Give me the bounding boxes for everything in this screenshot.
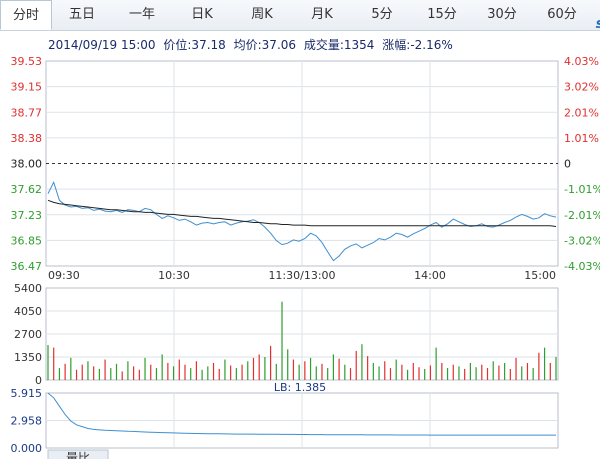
volume-tick-label: 1350 — [14, 351, 42, 364]
price-tick-label: 38.77 — [11, 106, 43, 119]
quote-datetime: 2014/09/19 15:00 — [48, 38, 156, 52]
period-tab-bar: 分时 五日 一年 日K 周K 月K 5分 15分 30分 60分 — [0, 0, 600, 31]
price-tick-label: 36.47 — [11, 260, 43, 273]
volume-tick-label: 5400 — [14, 282, 42, 295]
volume-tick-label: 2700 — [14, 328, 42, 341]
pct-tick-label: 3.02% — [564, 81, 599, 94]
volume-tick-label: 0 — [35, 374, 42, 387]
ratio-tick-label: 5.915 — [11, 387, 43, 400]
tab-0[interactable]: 分时 — [0, 0, 52, 30]
time-tick-label: 14:00 — [414, 269, 446, 282]
pct-tick-label: 4.03% — [564, 55, 599, 68]
price-tick-label: 37.62 — [11, 183, 43, 196]
ratio-tick-label: 0.000 — [11, 442, 43, 455]
pct-tick-label: -2.01% — [564, 209, 600, 222]
quote-change: 涨幅:-2.16% — [382, 38, 453, 52]
time-tick-label: 09:30 — [48, 269, 80, 282]
ratio-tick-label: 2.958 — [11, 415, 43, 428]
price-tick-label: 39.15 — [11, 81, 43, 94]
price-tick-label: 38.38 — [11, 132, 43, 145]
tab-4[interactable]: 周K — [251, 7, 273, 22]
bottom-tab-bg — [47, 449, 109, 459]
quote-price: 价位:37.18 — [163, 38, 226, 52]
tab-7[interactable]: 15分 — [427, 7, 457, 22]
time-tick-label: 15:00 — [524, 269, 556, 282]
pct-tick-label: -4.03% — [564, 260, 600, 273]
price-tick-label: 38.00 — [11, 158, 43, 171]
tab-6[interactable]: 5分 — [371, 7, 393, 22]
quote-avg-price: 均价:37.06 — [233, 38, 297, 52]
price-line — [47, 180, 557, 262]
pct-tick-label: -1.01% — [564, 183, 600, 196]
tab-3[interactable]: 日K — [191, 7, 213, 22]
tab-1[interactable]: 五日 — [68, 7, 95, 22]
price-tick-label: 37.23 — [11, 209, 43, 222]
pct-tick-label: 2.01% — [564, 106, 599, 119]
brand-logo: s — [596, 16, 600, 32]
pct-tick-label: 0 — [564, 158, 571, 171]
pct-tick-label: 1.01% — [564, 132, 599, 145]
price-tick-label: 36.85 — [11, 234, 43, 247]
ratio-title: LB: 1.385 — [274, 381, 326, 394]
quote-info-bar: 2014/09/19 15:00 价位:37.18 均价:37.06 成交量:1… — [48, 36, 457, 53]
bottom-tab-label: 量比 — [66, 451, 90, 459]
quote-volume: 成交量:1354 — [303, 38, 375, 52]
tab-2[interactable]: 一年 — [128, 7, 155, 22]
time-tick-label: 10:30 — [158, 269, 190, 282]
volume-tick-label: 4050 — [14, 305, 42, 318]
tab-5[interactable]: 月K — [311, 7, 333, 22]
price-tick-label: 39.53 — [11, 55, 43, 68]
time-tick-label: 11:30/13:00 — [268, 269, 335, 282]
ratio-line — [47, 392, 556, 436]
pct-tick-label: -3.02% — [564, 234, 600, 247]
avg-line — [47, 199, 557, 227]
tab-8[interactable]: 30分 — [487, 7, 517, 22]
tab-9[interactable]: 60分 — [547, 7, 577, 22]
